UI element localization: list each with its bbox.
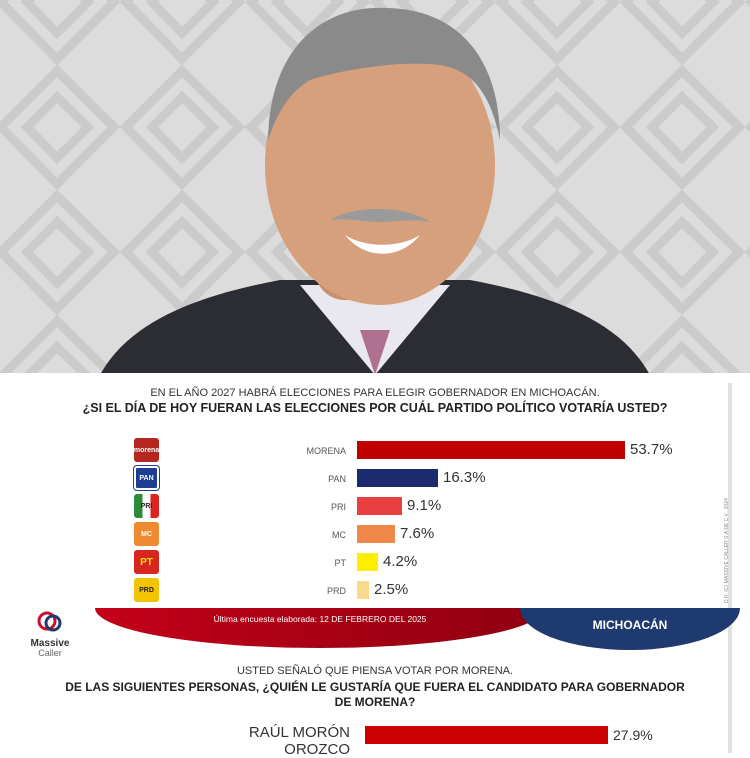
mc-logo-icon: MC — [134, 522, 159, 546]
bar-pri — [357, 497, 402, 515]
morena-logo-icon: morena — [134, 438, 159, 462]
survey-date-banner: Última encuesta elaborada: 12 DE FEBRERO… — [95, 608, 545, 648]
poll-card: EN EL AÑO 2027 HABRÁ ELECCIONES PARA ELE… — [0, 373, 750, 758]
massive-caller-logo: Massive Caller — [25, 610, 75, 658]
bar-prd — [357, 581, 369, 599]
party-label-pri: PRI — [330, 502, 346, 512]
poll2-question: DE LAS SIGUIENTES PERSONAS, ¿QUIÉN LE GU… — [65, 680, 685, 709]
poll2-subtitle: USTED SEÑALÓ QUE PIENSA VOTAR POR MORENA… — [236, 665, 514, 677]
party-label-pt: PT — [334, 558, 346, 568]
value-morena: 53.7% — [630, 441, 673, 458]
bar-morena — [357, 441, 625, 459]
value-pri: 9.1% — [407, 497, 442, 514]
pan-logo-icon: PAN — [133, 465, 160, 491]
bar-pt — [357, 553, 378, 571]
header-photo — [0, 0, 750, 375]
state-name: MICHOACÁN — [592, 618, 668, 632]
prd-logo-icon: PRD — [134, 578, 159, 602]
brand-name-line2: Caller — [38, 648, 62, 658]
state-banner: MICHOACÁN — [520, 608, 740, 650]
value-mc: 7.6% — [400, 525, 435, 542]
poll1-question: ¿SI EL DÍA DE HOY FUERAN LAS ELECCIONES … — [82, 401, 668, 415]
pri-logo-icon: PRI — [134, 494, 159, 518]
bar-mc — [357, 525, 395, 543]
candidate-value: 27.9% — [613, 727, 653, 743]
candidate-label: RAÚL MORÓN OROZCO — [248, 724, 350, 758]
party-label-prd: PRD — [326, 586, 346, 596]
side-divider — [728, 383, 732, 753]
value-pan: 16.3% — [443, 469, 486, 486]
brand-name-line1: Massive — [30, 638, 70, 649]
poll1-subtitle: EN EL AÑO 2027 HABRÁ ELECCIONES PARA ELE… — [150, 387, 600, 399]
survey-date: Última encuesta elaborada: 12 DE FEBRERO… — [213, 614, 427, 624]
party-label-pan: PAN — [328, 474, 346, 484]
pt-logo-icon: PT — [134, 550, 159, 574]
chat-bubbles-icon — [37, 611, 62, 632]
value-pt: 4.2% — [383, 553, 418, 570]
party-label-morena: MORENA — [306, 446, 346, 456]
party-label-mc: MC — [332, 530, 346, 540]
bar-pan — [357, 469, 438, 487]
value-prd: 2.5% — [374, 581, 409, 598]
candidate-bar — [365, 726, 608, 744]
diamond-pattern-background — [0, 0, 750, 375]
